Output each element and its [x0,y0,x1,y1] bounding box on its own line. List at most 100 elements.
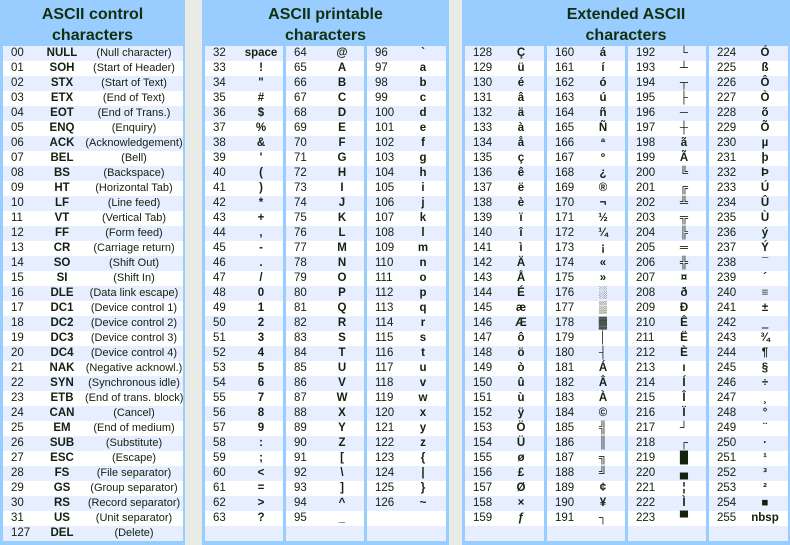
table-row: 232 Þ [709,166,788,181]
code-number: 250 [717,437,737,449]
table-row: 165 Ñ [547,121,625,136]
description: (Device control 4) [90,347,178,359]
abbreviation: SYN [50,377,74,389]
table-row: 111 o [367,271,446,286]
character: n [419,257,427,269]
character: ¡ [601,242,605,254]
character: ╗ [598,452,608,464]
table-row: 251 ¹ [709,451,788,466]
character: Ê [680,317,688,329]
code-number: 09 [11,182,24,194]
code-number: 59 [213,452,226,464]
table-row: 142 Ä [465,256,544,271]
code-number: 130 [473,77,493,89]
table-row: 132 ä [465,106,544,121]
table-row: 59; [205,451,283,466]
character: ý [761,227,769,239]
character: + [257,212,265,224]
table-row: 124 | [367,466,446,481]
character: à [517,122,525,134]
character: $ [257,107,265,119]
code-number: 14 [11,257,24,269]
table-row: 162 ó [547,76,625,91]
table-row: 56 8 [205,406,283,421]
table-row: 253 ² [709,481,788,496]
code-number: 27 [11,452,24,464]
table-row: 100 d [367,106,446,121]
code-number: 166 [555,137,575,149]
character: ó [599,77,607,89]
character: ¹ [763,452,767,464]
table-row: 16 DLE (Data link escape) [3,286,183,301]
code-number: 167 [555,152,575,164]
code-number: 100 [375,107,395,119]
character: Ã [679,152,689,164]
character: × [517,497,525,509]
table-row: 133 à [465,121,544,136]
table-row: 177 ▒ [547,301,625,316]
character: P [338,287,346,299]
table-row: 64 @ [286,46,364,61]
code-number: 52 [213,347,226,359]
description: (Shift Out) [108,257,160,269]
code-number: 136 [473,167,493,179]
table-row: 55 7 [205,391,283,406]
character: y [419,422,427,434]
abbreviation: BS [54,167,70,179]
character: ¦ [682,482,686,494]
description: (Delete) [114,527,154,539]
code-number: 43 [213,212,226,224]
table-row: 149 ò [465,361,544,376]
table-row: 186 ║ [547,436,625,451]
code-number: 25 [11,422,24,434]
code-number: 83 [294,332,307,344]
extended-column: 192 └ 193 ┴ 194 ┬ 195 ├ 196 ─ 197 ┼ 198 ã 199 Ã 200 ╚ 201 ╔… [628,46,706,541]
table-row: 89 Y [286,421,364,436]
table-row: 61 = [205,481,283,496]
character: k [419,212,427,224]
printable-column: 32 space 33! 34 " 35 #36 $37% 38 & 39 ' 40(41) 42 * 43 +… [205,46,283,541]
character: ─ [679,107,689,119]
code-number: 221 [636,482,656,494]
character: ö [517,347,525,359]
character: ┼ [679,122,689,134]
character: o [419,272,427,284]
abbreviation: RS [54,497,70,509]
code-number: 46 [213,257,226,269]
table-row: 166 ª [547,136,625,151]
code-number: 92 [294,467,307,479]
code-number: 61 [213,482,226,494]
code-number: 56 [213,407,226,419]
character: ┌ [679,437,689,449]
table-row: 200 ╚ [628,166,706,181]
table-row: 207 ¤ [628,271,706,286]
code-number: 182 [555,377,575,389]
code-number: 157 [473,482,493,494]
character: î [519,227,523,239]
code-number: 190 [555,497,575,509]
code-number: 241 [717,302,737,314]
character: } [420,482,426,494]
description: (Group separator) [90,482,178,494]
table-row: 76 L [286,226,364,241]
abbreviation: DEL [50,527,74,539]
table-row: 167 º [547,151,625,166]
character: ╩ [679,197,689,209]
code-number: 165 [555,122,575,134]
table-row: 82 R [286,316,364,331]
abbreviation: ESC [50,452,74,464]
code-number: 153 [473,422,493,434]
code-number: 223 [636,512,656,524]
character: C [337,92,347,104]
table-row: 217 ┘ [628,421,706,436]
table-row: 171 ½ [547,211,625,226]
table-row: 86 V [286,376,364,391]
table-row: 168 ¿ [547,166,625,181]
character: ≡ [761,287,769,299]
code-number: 01 [11,62,24,74]
code-number: 164 [555,107,575,119]
character: ┬ [679,77,689,89]
table-row: 44, [205,226,283,241]
code-number: 193 [636,62,656,74]
character: - [259,242,263,254]
